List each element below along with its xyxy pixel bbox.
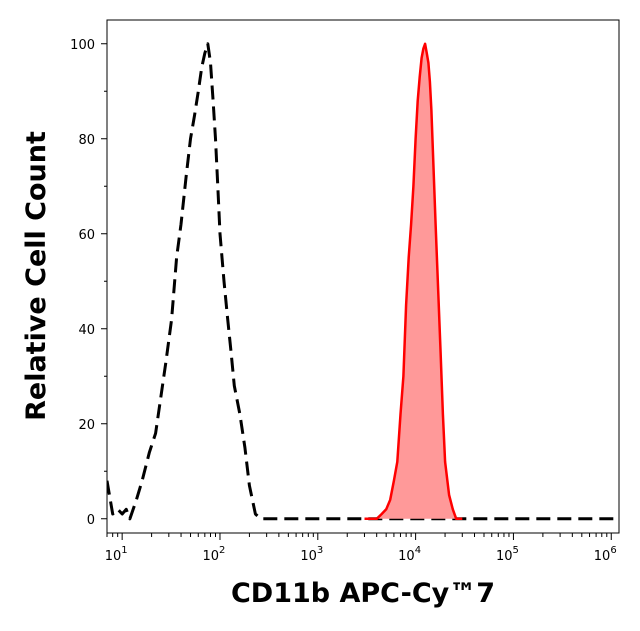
plot-frame bbox=[106, 19, 620, 534]
plot-area bbox=[107, 42, 619, 521]
x-tick-label: 104 bbox=[398, 545, 421, 564]
y-tick-label: 100 bbox=[70, 38, 95, 53]
y-tick-label: 40 bbox=[78, 323, 95, 338]
y-tick-label: 0 bbox=[87, 513, 95, 528]
x-tick-label: 101 bbox=[105, 545, 128, 564]
series-2-area bbox=[364, 43, 463, 519]
y-axis: 0 20 40 60 80 100 bbox=[70, 38, 107, 528]
series-2-line bbox=[364, 42, 463, 521]
y-tick-label: 20 bbox=[78, 418, 95, 433]
x-tick-label: 106 bbox=[594, 545, 617, 564]
x-axis-title: CD11b APC-Cy™7 bbox=[231, 578, 495, 609]
x-tick-label: 105 bbox=[496, 545, 519, 564]
x-tick-label: 103 bbox=[300, 545, 323, 564]
y-tick-label: 80 bbox=[78, 133, 95, 148]
x-tick-label: 102 bbox=[203, 545, 226, 564]
y-axis-title: Relative Cell Count bbox=[21, 131, 52, 421]
y-tick-label: 60 bbox=[78, 228, 95, 243]
series-1-line bbox=[107, 42, 619, 521]
x-axis: 101 102 103 104 105 106 bbox=[105, 533, 617, 564]
